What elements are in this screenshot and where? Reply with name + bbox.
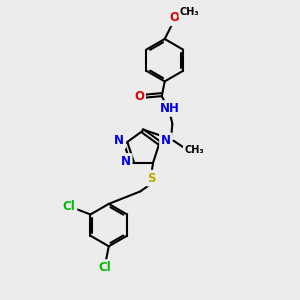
Text: N: N	[161, 134, 171, 147]
Text: Cl: Cl	[63, 200, 76, 213]
Text: N: N	[114, 134, 124, 147]
Text: N: N	[121, 155, 131, 168]
Text: O: O	[169, 11, 179, 24]
Text: Cl: Cl	[99, 261, 112, 274]
Text: CH₃: CH₃	[184, 146, 204, 155]
Text: NH: NH	[160, 102, 180, 115]
Text: CH₃: CH₃	[180, 7, 200, 17]
Text: O: O	[134, 90, 144, 103]
Text: S: S	[147, 172, 156, 184]
